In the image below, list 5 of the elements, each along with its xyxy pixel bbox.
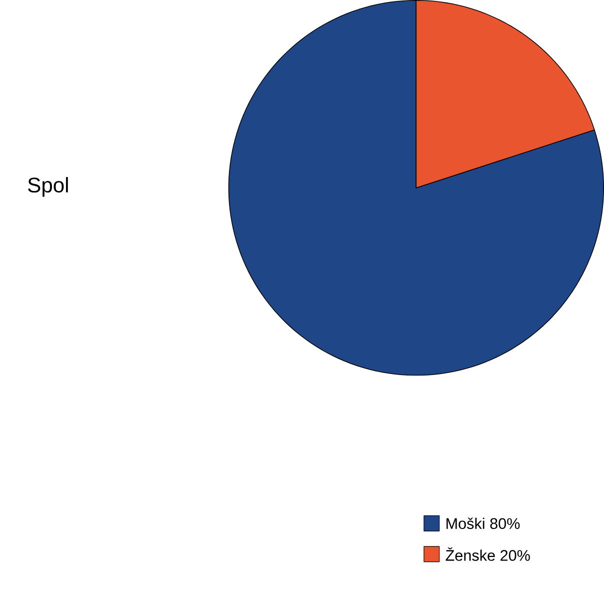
legend-label: Ženske — [446, 547, 495, 561]
data-label: 20% — [500, 550, 530, 561]
text: Spol — [28, 176, 68, 197]
data-label: 80% — [490, 518, 520, 529]
legend-label: Moški — [446, 518, 484, 529]
